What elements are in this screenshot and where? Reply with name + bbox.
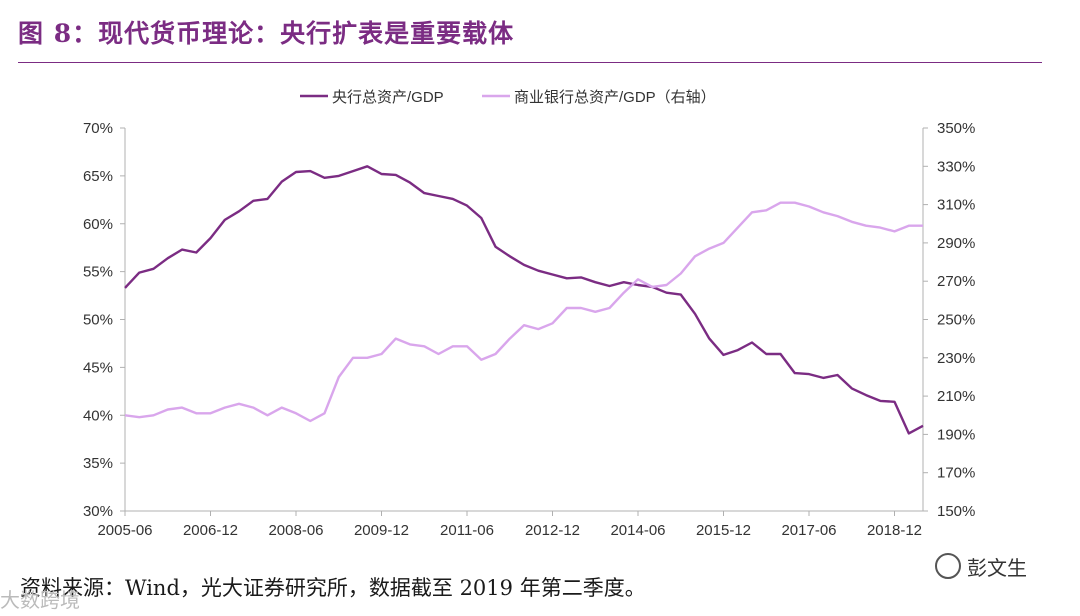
x-tick-label: 2018-12 xyxy=(867,522,922,539)
y-right-tick-label: 290% xyxy=(937,235,975,252)
x-tick-label: 2008-06 xyxy=(268,522,323,539)
y-left-tick-label: 60% xyxy=(83,216,113,233)
y-left-tick-label: 45% xyxy=(83,359,113,376)
x-tick-label: 2006-12 xyxy=(183,522,238,539)
x-tick-label: 2014-06 xyxy=(610,522,665,539)
wechat-icon xyxy=(935,553,961,579)
y-right-tick-label: 270% xyxy=(937,273,975,290)
watermark-secondary: 大数跨境 xyxy=(0,588,80,612)
y-left-tick-label: 50% xyxy=(83,312,113,329)
x-tick-label: 2015-12 xyxy=(696,522,751,539)
y-right-tick-label: 250% xyxy=(937,312,975,329)
y-right-tick-label: 210% xyxy=(937,388,975,405)
y-right-tick-label: 150% xyxy=(937,503,975,520)
y-right-tick-label: 190% xyxy=(937,426,975,443)
series-line-commercial-bank xyxy=(124,201,923,423)
y-left-tick-label: 55% xyxy=(83,264,113,281)
chart-axes: 70% 65% 60% 55% 50% 45% 40% 35% 30% 350% 330% 310% 2… xyxy=(83,120,975,539)
y-left-tick-label: 30% xyxy=(83,503,113,520)
chart-legend: 央行总资产/GDP 商业银行总资产/GDP（右轴） xyxy=(300,89,716,106)
chart-lines xyxy=(124,165,924,435)
y-right-tick-label: 330% xyxy=(937,158,975,175)
title-divider xyxy=(18,62,1042,63)
y-left-tick-label: 65% xyxy=(83,168,113,185)
figure-title: 图 8：现代货币理论：央行扩表是重要载体 xyxy=(18,19,515,48)
x-tick-label: 2009-12 xyxy=(354,522,409,539)
legend-label: 商业银行总资产/GDP（右轴） xyxy=(514,89,716,106)
series-line-central-bank xyxy=(124,165,924,435)
x-tick-label: 2012-12 xyxy=(525,522,580,539)
y-right-tick-label: 350% xyxy=(937,120,975,137)
x-tick-label: 2017-06 xyxy=(781,522,836,539)
y-left-tick-label: 70% xyxy=(83,120,113,137)
legend-label: 央行总资产/GDP xyxy=(332,89,444,106)
y-right-tick-label: 230% xyxy=(937,350,975,367)
y-right-tick-label: 170% xyxy=(937,465,975,482)
y-right-tick-label: 310% xyxy=(937,197,975,214)
y-left-tick-label: 35% xyxy=(83,455,113,472)
watermark: 彭文生 xyxy=(935,552,1027,581)
watermark-text: 彭文生 xyxy=(967,556,1027,580)
source-note: 资料来源：Wind，光大证券研究所，数据截至 2019 年第二季度。 xyxy=(20,576,646,600)
x-tick-label: 2005-06 xyxy=(97,522,152,539)
y-left-tick-label: 40% xyxy=(83,407,113,424)
x-tick-label: 2011-06 xyxy=(440,522,494,539)
